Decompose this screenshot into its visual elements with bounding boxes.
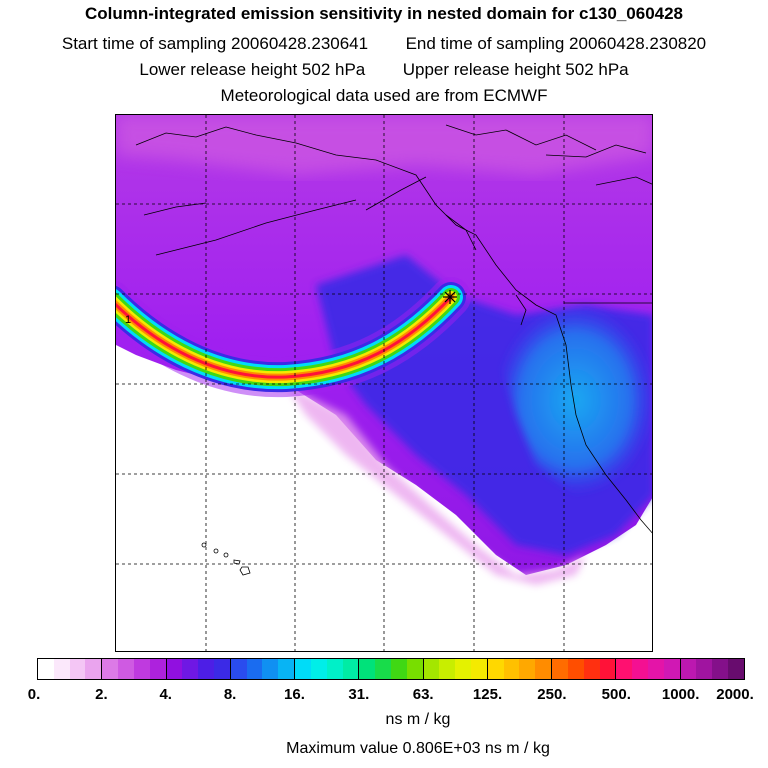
colorbar-tick-label: 2. — [95, 686, 108, 703]
colorbar-swatch — [503, 659, 520, 679]
colorbar-tick-label: 8. — [223, 686, 237, 703]
colorbar-swatch — [487, 659, 504, 679]
colorbar-tick-label: 4. — [159, 686, 172, 703]
colorbar-swatch — [390, 659, 407, 679]
colorbar-swatch — [230, 659, 247, 679]
end-time-value: 20060428.230820 — [569, 34, 707, 53]
sampling-times: Start time of sampling 20060428.230641 E… — [0, 34, 768, 54]
colorbar-tick-label: 125. — [472, 686, 503, 703]
colorbar-swatch — [471, 659, 487, 679]
colorbar-swatch — [310, 659, 327, 679]
colorbar-bin — [102, 659, 167, 679]
colorbar-swatch — [599, 659, 616, 679]
colorbar-swatch — [118, 659, 134, 679]
colorbar-tick-label: 250. — [537, 686, 567, 703]
colorbar-bin — [295, 659, 360, 679]
colorbar-bin — [38, 659, 103, 679]
colorbar-swatch — [648, 659, 664, 679]
colorbar-bin — [166, 659, 231, 679]
colorbar-bin — [680, 659, 744, 679]
meteo-source: Meteorological data used are from ECMWF — [220, 86, 548, 105]
release-heights: Lower release height 502 hPa Upper relea… — [0, 60, 768, 80]
hawaii-islands — [201, 542, 251, 576]
colorbar-swatch — [583, 659, 600, 679]
colorbar-tick-label: 500. — [601, 686, 631, 703]
colorbar-swatch — [567, 659, 584, 679]
colorbar-tick-label: 0. — [27, 686, 41, 703]
colorbar-tick-label: 1000. — [661, 686, 700, 703]
colorbar-ticks: 0. 2. 4. 8. 16. 31. 63. 125. 250. 500. 1000. 2000. — [0, 686, 768, 706]
release-point-marker — [443, 290, 457, 304]
start-time-value: 20060428.230641 — [231, 34, 369, 53]
colorbar-swatch — [519, 659, 536, 679]
max-value-label: Maximum value 0.806E+03 ns m / kg — [286, 740, 550, 757]
colorbar-swatch — [102, 659, 119, 679]
colorbar-swatch — [295, 659, 311, 679]
upper-release-label: Upper release height — [402, 60, 561, 79]
colorbar-swatch — [455, 659, 472, 679]
map-canvas: 1 — [116, 115, 652, 651]
colorbar-swatch — [149, 659, 166, 679]
colorbar-swatch — [69, 659, 86, 679]
colorbar-bin — [230, 659, 296, 679]
end-time-label: End time of sampling — [405, 34, 565, 53]
colorbar-swatch — [680, 659, 697, 679]
sensitivity-field-cyan — [496, 305, 652, 495]
colorbar-swatch — [406, 659, 423, 679]
colorbar-swatch — [166, 659, 183, 679]
plume-start-label: 1 — [125, 314, 131, 326]
colorbar-tick-label: 31. — [348, 686, 370, 703]
colorbar-swatch — [198, 659, 214, 679]
colorbar-swatch — [535, 659, 552, 679]
lower-release-label: Lower release height — [139, 60, 298, 79]
colorbar-swatch — [342, 659, 359, 679]
colorbar-swatch — [632, 659, 649, 679]
upper-release-value: 502 hPa — [565, 60, 629, 79]
colorbar-swatch — [38, 659, 54, 679]
colorbar-swatch — [375, 659, 391, 679]
plot-title: Column-integrated emission sensitivity i… — [84, 4, 684, 23]
colorbar-bin — [423, 659, 488, 679]
colorbar-swatch — [552, 659, 568, 679]
colorbar-bin — [359, 659, 424, 679]
colorbar-bin — [487, 659, 553, 679]
colorbar-swatch — [133, 659, 150, 679]
colorbar-swatch — [359, 659, 376, 679]
colorbar-bin — [552, 659, 617, 679]
colorbar-swatch — [246, 659, 263, 679]
plume-arc — [116, 277, 471, 398]
emission-sensitivity-map: 1 — [115, 114, 653, 652]
colorbar-tick-label: 63. — [412, 686, 434, 703]
colorbar-swatch — [53, 659, 70, 679]
colorbar-swatch — [213, 659, 230, 679]
colorbar-units: ns m / kg — [385, 711, 451, 728]
colorbar-swatch — [278, 659, 295, 679]
sensitivity-field-fringe — [286, 385, 586, 585]
lower-release-value: 502 hPa — [301, 60, 366, 79]
colorbar-swatch — [262, 659, 279, 679]
colorbar-tick-label: 2000. — [716, 686, 754, 703]
colorbar — [37, 658, 745, 680]
colorbar-swatch — [696, 659, 713, 679]
colorbar-swatch — [616, 659, 633, 679]
colorbar-swatch — [728, 659, 744, 679]
colorbar-swatch — [326, 659, 343, 679]
coastlines — [135, 124, 652, 534]
colorbar-swatch — [182, 659, 199, 679]
start-time-label: Start time of sampling — [61, 34, 227, 53]
colorbar-tick-label: 16. — [284, 686, 305, 703]
colorbar-swatch — [663, 659, 680, 679]
colorbar-swatch — [85, 659, 102, 679]
colorbar-swatch — [439, 659, 456, 679]
colorbar-swatch — [423, 659, 440, 679]
colorbar-swatch — [712, 659, 729, 679]
colorbar-bin — [616, 659, 681, 679]
